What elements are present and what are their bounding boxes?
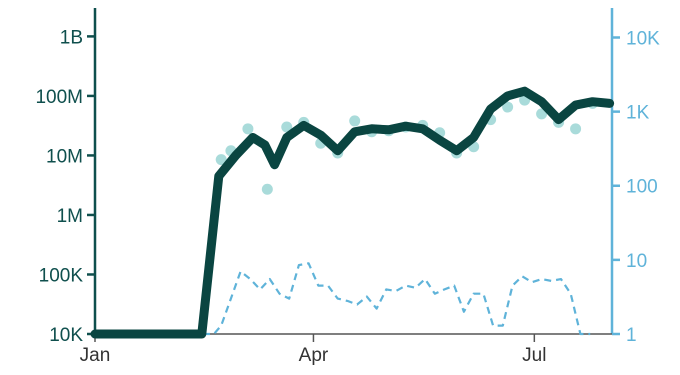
scatter-point xyxy=(261,183,273,195)
right-axis-tick-label: 1 xyxy=(626,325,637,346)
left-axis-tick-label: 10M xyxy=(46,146,83,167)
scatter-point xyxy=(570,123,582,135)
left-axis-tick-label: 10K xyxy=(49,325,83,346)
right-axis-tick-label: 100 xyxy=(626,177,658,198)
main-series-line xyxy=(90,86,615,339)
x-axis-tick-label: Apr xyxy=(299,345,329,366)
scatter-point xyxy=(349,115,361,127)
right-axis-tick-label: 1K xyxy=(626,103,650,124)
left-axis-tick-label: 100K xyxy=(39,265,84,286)
right-axis-tick-label: 10 xyxy=(626,251,647,272)
scatter-point xyxy=(215,154,227,166)
left-axis-tick-label: 1M xyxy=(57,206,83,227)
scatter-point xyxy=(281,121,293,133)
x-axis-tick-label: Jan xyxy=(80,345,111,366)
right-axis-tick-label: 10K xyxy=(626,28,660,49)
scatter-point xyxy=(242,123,254,135)
series-group xyxy=(90,86,615,339)
left-axis-tick-label: 100M xyxy=(35,87,83,108)
dashed-series-line xyxy=(95,262,591,336)
scatter-point xyxy=(502,101,514,113)
left-axis-tick-label: 1B xyxy=(60,27,83,48)
axes-group xyxy=(87,8,620,342)
x-axis-tick-label: Jul xyxy=(522,345,546,366)
